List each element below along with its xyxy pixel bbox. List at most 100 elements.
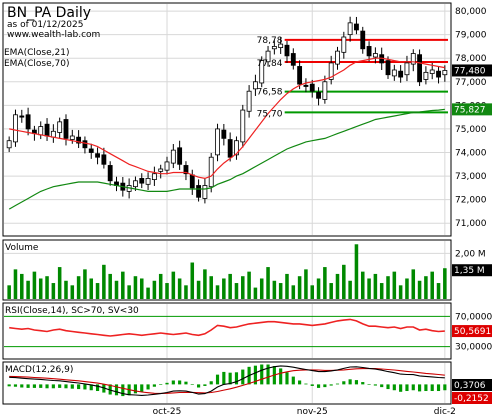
price-tick-label: 74,000 <box>455 149 487 159</box>
volume-bar <box>417 280 422 299</box>
rsi-last-tag-bg <box>452 325 492 338</box>
volume-bar <box>297 276 302 299</box>
volume-bar <box>64 280 68 299</box>
volume-bar <box>234 283 239 299</box>
macd-hist-bar <box>436 384 441 392</box>
candle-body <box>404 62 410 76</box>
rsi-lines <box>4 315 450 348</box>
macd-hist-bar <box>430 384 434 392</box>
volume-bar <box>443 268 447 299</box>
rsi-tick-label: 30,0000 <box>455 343 492 353</box>
volume-bar <box>209 276 213 299</box>
volume-bar <box>102 264 106 299</box>
macd-hist-bar <box>361 382 365 385</box>
macd-hist-bar <box>279 368 283 385</box>
volume-bar <box>95 283 100 299</box>
volume-bar <box>316 278 321 299</box>
candle-body <box>50 130 56 138</box>
candle-body <box>316 91 321 99</box>
macd-hist-bar <box>348 379 352 385</box>
volume-bar <box>190 262 195 299</box>
volume-bar <box>392 271 397 299</box>
ema70-line <box>8 108 445 210</box>
ema21-line <box>9 57 445 180</box>
candle-body <box>151 173 157 181</box>
candle-body <box>328 62 334 80</box>
macd-hist-bar <box>234 372 239 385</box>
candle-body <box>158 168 164 172</box>
macd-hist-bar <box>418 384 422 392</box>
macd-hist-bar <box>171 380 175 385</box>
macd-hist-bar <box>70 384 74 389</box>
macd-hist-bar <box>228 372 232 385</box>
volume-bar <box>228 273 232 299</box>
volume-bar <box>247 271 251 299</box>
macd-last-tag-bg <box>452 379 492 391</box>
macd-hist-bar <box>184 381 188 385</box>
candle-body <box>322 81 328 100</box>
candle-body <box>246 90 252 112</box>
level-label: 76,58 <box>257 88 283 98</box>
volume-bar <box>278 283 283 299</box>
candle-body <box>284 44 290 57</box>
macd-hist-bar <box>342 381 346 385</box>
volume-bar <box>354 244 359 299</box>
macd-hist-bar <box>424 384 428 392</box>
volume-bar <box>360 271 365 299</box>
volume-bar <box>367 278 371 299</box>
macd-pane-title: MACD(12,26,9) <box>5 365 73 375</box>
macd-hist-bar <box>222 371 226 385</box>
macd-hist-bar <box>83 384 87 390</box>
candle-body <box>303 84 309 87</box>
candle-body <box>170 149 176 164</box>
candle-body <box>417 54 423 83</box>
volume-bar <box>133 276 138 299</box>
macd-hist-bar <box>411 384 415 391</box>
rsi-line <box>9 318 445 337</box>
macd-hist-bar <box>64 384 68 389</box>
candle-body <box>252 81 258 90</box>
macd-hist-bar <box>32 384 36 388</box>
macd-hist-bar <box>304 383 308 385</box>
volume-bar <box>323 267 327 299</box>
macd-hist-bar <box>266 364 270 385</box>
candle-body <box>410 53 416 65</box>
volume-bar <box>373 273 378 299</box>
volume-bar <box>51 283 56 299</box>
volume-bar <box>259 278 264 299</box>
candle-body <box>189 174 195 189</box>
volume-last-tag-bg <box>452 264 492 277</box>
candles <box>6 16 448 204</box>
axis-labels: 80,00079,00078,00077,00076,00075,00074,0… <box>153 7 493 417</box>
last-price-tag: 77,480 <box>454 66 486 76</box>
volume-bar <box>411 269 416 299</box>
candle-body <box>177 147 183 165</box>
candle-body <box>442 70 448 76</box>
price-tick-label: 77,000 <box>455 78 487 88</box>
candle-body <box>271 46 277 50</box>
macd-hist-bar <box>335 383 340 385</box>
macd-hist-bar <box>310 384 314 386</box>
volume-bar <box>158 273 163 299</box>
volume-bar <box>304 269 308 299</box>
candle-body <box>19 115 25 118</box>
macd-hist-bar <box>39 384 43 388</box>
candle-body <box>38 126 44 136</box>
legend-ema70: EMA(Close,70) <box>4 59 69 69</box>
candle-body <box>366 46 372 57</box>
candle-body <box>69 135 75 140</box>
price-tick-label: 71,000 <box>455 219 487 229</box>
volume-pane <box>2 239 452 301</box>
price-tick-label: 78,000 <box>455 54 487 64</box>
macd-hist-bar <box>354 380 359 385</box>
volume-bar <box>57 267 62 299</box>
volume-bar <box>20 273 24 299</box>
volume-bar <box>127 285 131 299</box>
volume-bar <box>253 287 258 299</box>
candle-body <box>290 53 296 66</box>
volume-bar <box>165 283 169 299</box>
macd-hist-bar <box>108 384 112 395</box>
macd-hist-bar <box>380 384 384 388</box>
candle-body <box>335 50 340 65</box>
macd-hist-bar <box>165 382 169 385</box>
